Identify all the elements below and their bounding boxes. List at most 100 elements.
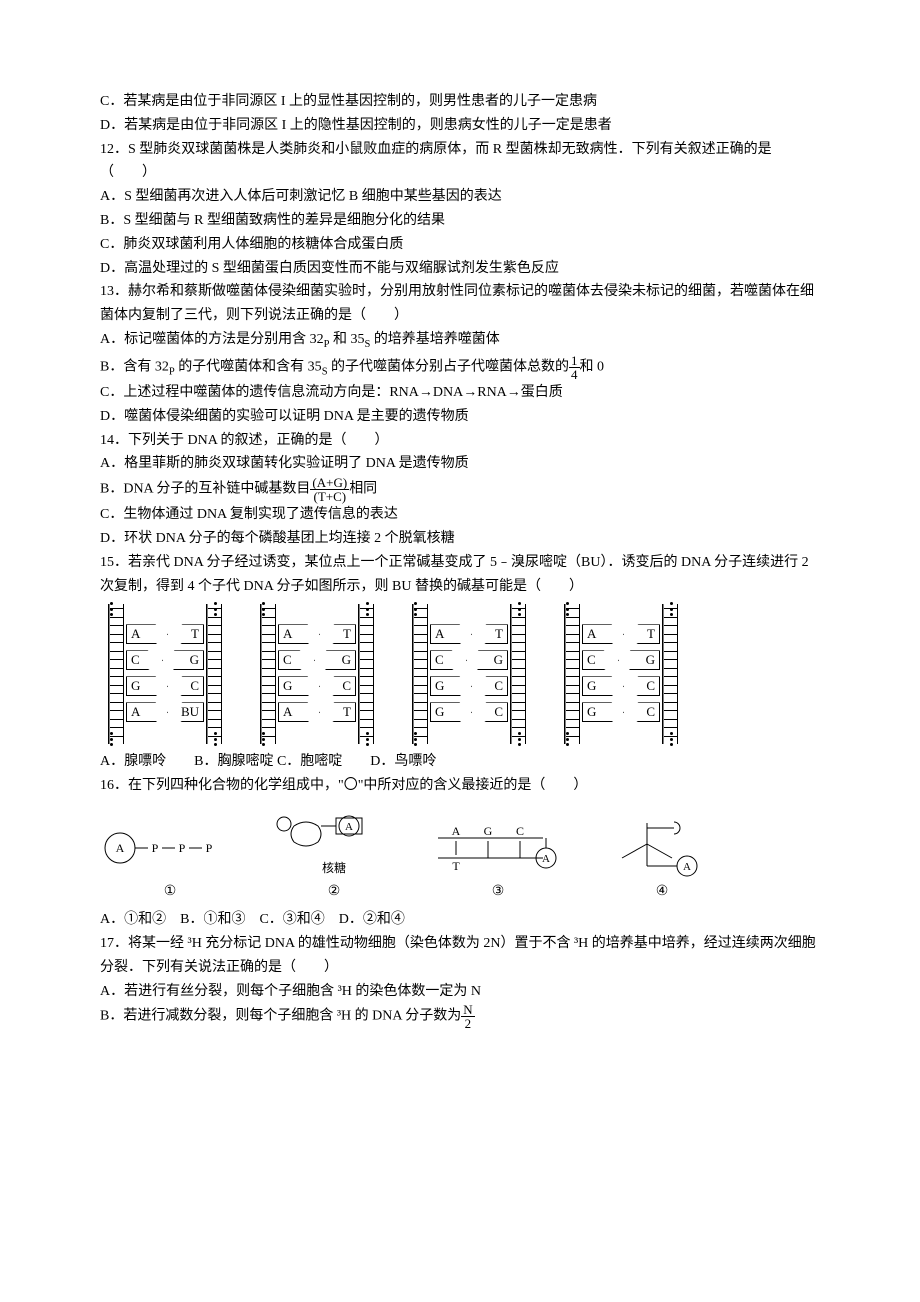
- svg-text:A: A: [683, 861, 691, 873]
- dna-base: C: [472, 702, 508, 722]
- dna-base: C: [582, 650, 618, 670]
- q13-fraction: 14: [569, 354, 580, 381]
- q16-opts: A．①和② B．①和③ C．③和④ D．②和④: [100, 908, 820, 932]
- q17-frac-den: 2: [461, 1017, 474, 1030]
- q14-opt-d: D．环状 DNA 分子的每个磷酸基团上均连接 2 个脱氧核糖: [100, 527, 820, 551]
- dna-base: G: [582, 702, 624, 722]
- q14-opt-c: C．生物体通过 DNA 复制实现了遗传信息的表达: [100, 503, 820, 527]
- q13-opt-a-post: 的培养基培养噬菌体: [370, 332, 500, 347]
- q15-stem: 15．若亲代 DNA 分子经过诱变，某位点上一个正常碱基变成了 5﹣溴尿嘧啶（B…: [100, 551, 820, 599]
- q16-diagram-row: A P P P A 核糖 A: [100, 804, 820, 878]
- svg-text:P: P: [206, 841, 213, 855]
- dna-base: T: [168, 624, 204, 644]
- q16-label-4: ④: [592, 880, 732, 904]
- svg-text:G: G: [484, 824, 493, 838]
- q16-diagram-2: A 核糖: [264, 804, 404, 878]
- dna-base: A: [278, 702, 320, 722]
- q14-fraction: (A+G)(T+C): [310, 476, 349, 503]
- dna-base: BU: [168, 702, 204, 722]
- q14-opt-b: B．DNA 分子的互补链中碱基数目(A+G)(T+C)相同: [100, 476, 820, 503]
- q14-frac-den: (T+C): [310, 490, 349, 503]
- dna-base: G: [618, 650, 660, 670]
- dna-base: C: [472, 676, 508, 696]
- q14-stem: 14．下列关于 DNA 的叙述，正确的是（ ）: [100, 429, 820, 453]
- q11-opt-d: D．若某病是由位于非同源区 I 上的隐性基因控制的，则患病女性的儿子一定是患者: [100, 114, 820, 138]
- q16-diagram-3: A T G C A: [428, 818, 568, 878]
- q13-opt-c: C．上述过程中噬菌体的遗传信息流动方向是：RNA→DNA→RNA→蛋白质: [100, 381, 820, 405]
- q14-opt-a: A．格里菲斯的肺炎双球菌转化实验证明了 DNA 是遗传物质: [100, 452, 820, 476]
- q16-diagram-1: A P P P: [100, 818, 240, 878]
- q13-opt-a: A．标记噬菌体的方法是分别用含 32P 和 35S 的培养基培养噬菌体: [100, 328, 820, 354]
- q16-stem: 16．在下列四种化合物的化学组成中，"〇"中所对应的含义最接近的是（ ）: [100, 774, 820, 798]
- svg-text:P: P: [179, 841, 186, 855]
- q13-stem: 13．赫尔希和蔡斯做噬菌体侵染细菌实验时，分别用放射性同位素标记的噬菌体去侵染未…: [100, 280, 820, 328]
- q13-opt-a-pre: A．标记噬菌体的方法是分别用含 32: [100, 332, 324, 347]
- dna-base: A: [278, 624, 320, 644]
- dna-base: C: [430, 650, 466, 670]
- q13-frac-num: 1: [569, 354, 580, 368]
- dna-base: A: [430, 624, 472, 644]
- q14-opt-b-post: 相同: [349, 482, 377, 497]
- dna-base: C: [624, 676, 660, 696]
- q16-label-1: ①: [100, 880, 240, 904]
- svg-text:A: A: [452, 824, 461, 838]
- svg-text:A: A: [345, 821, 353, 833]
- dna-base: C: [278, 650, 314, 670]
- q13-opt-a-mid: 和 35: [329, 332, 364, 347]
- q12-opt-d: D．高温处理过的 S 型细菌蛋白质因变性而不能与双缩脲试剂发生紫色反应: [100, 257, 820, 281]
- q13-opt-b-mid2: 的子代噬菌体分别占子代噬菌体总数的: [328, 359, 570, 374]
- dna-diagram: ATCGGCAT: [252, 604, 382, 744]
- q12-stem: 12．S 型肺炎双球菌菌株是人类肺炎和小鼠败血症的病原体，而 R 型菌株却无致病…: [100, 138, 820, 162]
- q11-opt-c: C．若某病是由位于非同源区 I 上的显性基因控制的，则男性患者的儿子一定患病: [100, 90, 820, 114]
- q13-opt-b-pre: B．含有 32: [100, 359, 169, 374]
- dna-base: G: [430, 676, 472, 696]
- q16-label-2: ②: [264, 880, 404, 904]
- q16-diagram-4: A: [592, 818, 732, 878]
- q16-1-A: A: [116, 841, 125, 855]
- q13-frac-den: 4: [569, 368, 580, 381]
- dna-base: C: [126, 650, 162, 670]
- dna-base: A: [126, 624, 168, 644]
- q12-opt-b: B．S 型细菌与 R 型细菌致病性的差异是细胞分化的结果: [100, 209, 820, 233]
- q16-ribose-label: 核糖: [264, 858, 404, 878]
- dna-base: G: [126, 676, 168, 696]
- q17-opt-b-pre: B．若进行减数分裂，则每个子细胞含 ³H 的 DNA 分子数为: [100, 1009, 461, 1024]
- dna-base: T: [320, 624, 356, 644]
- svg-text:T: T: [452, 859, 460, 873]
- dna-base: T: [472, 624, 508, 644]
- dna-diagram: ATCGGCABU: [100, 604, 230, 744]
- q13-opt-b-post: 和 0: [580, 359, 605, 374]
- q15-diagram-row: ATCGGCABUATCGGCATATCGGCGCATCGGCGC: [100, 604, 820, 744]
- svg-text:P: P: [152, 841, 159, 855]
- dna-base: G: [466, 650, 508, 670]
- dna-base: G: [278, 676, 320, 696]
- q17-stem: 17．将某一经 ³H 充分标记 DNA 的雄性动物细胞（染色体数为 2N）置于不…: [100, 932, 820, 980]
- q17-fraction: N2: [461, 1003, 474, 1030]
- dna-base: A: [582, 624, 624, 644]
- q14-frac-num: (A+G): [310, 476, 349, 490]
- q17-opt-a: A．若进行有丝分裂，则每个子细胞含 ³H 的染色体数一定为 N: [100, 980, 820, 1004]
- svg-text:A: A: [542, 853, 550, 865]
- q15-opts: A．腺嘌呤 B．胸腺嘧啶 C．胞嘧啶 D．鸟嘌呤: [100, 750, 820, 774]
- svg-text:C: C: [516, 824, 524, 838]
- q13-opt-d: D．噬菌体侵染细菌的实验可以证明 DNA 是主要的遗传物质: [100, 405, 820, 429]
- dna-base: T: [624, 624, 660, 644]
- dna-base: G: [582, 676, 624, 696]
- q12-opt-c: C．肺炎双球菌利用人体细胞的核糖体合成蛋白质: [100, 233, 820, 257]
- dna-diagram: ATCGGCGC: [556, 604, 686, 744]
- q13-opt-b: B．含有 32P 的子代噬菌体和含有 35S 的子代噬菌体分别占子代噬菌体总数的…: [100, 354, 820, 381]
- dna-base: A: [126, 702, 168, 722]
- dna-base: G: [162, 650, 204, 670]
- dna-base: C: [168, 676, 204, 696]
- q14-opt-b-pre: B．DNA 分子的互补链中碱基数目: [100, 482, 310, 497]
- dna-diagram: ATCGGCGC: [404, 604, 534, 744]
- dna-base: C: [320, 676, 356, 696]
- q12-paren: （ ）: [100, 161, 820, 185]
- q12-opt-a: A．S 型细菌再次进入人体后可刺激记忆 B 细胞中某些基因的表达: [100, 185, 820, 209]
- q16-label-3: ③: [428, 880, 568, 904]
- q16-label-row: ① ② ③ ④: [100, 880, 820, 904]
- q17-frac-num: N: [461, 1003, 474, 1017]
- dna-base: T: [320, 702, 356, 722]
- dna-base: G: [430, 702, 472, 722]
- dna-base: G: [314, 650, 356, 670]
